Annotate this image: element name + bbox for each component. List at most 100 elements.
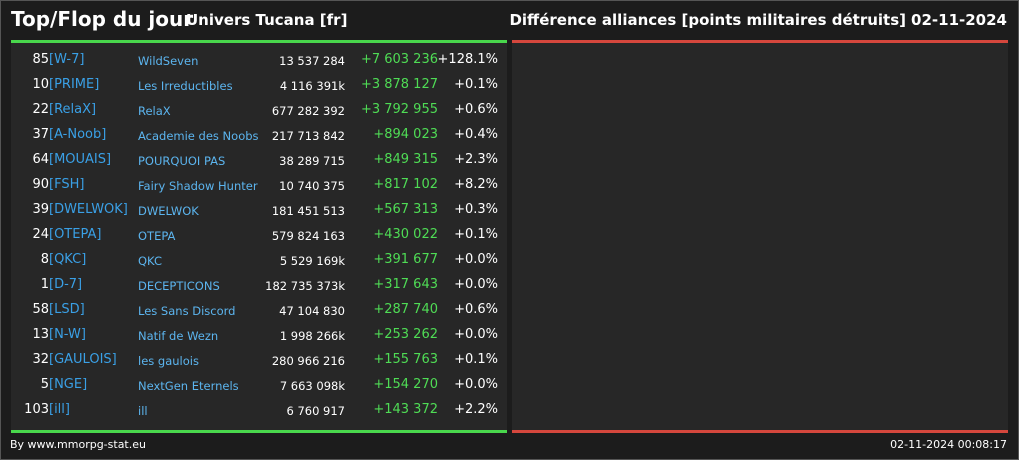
table-row: 64 [MOUAIS] POURQUOI PAS 38 289 715 +849 315… (11, 148, 507, 173)
difference-cell: +567 313 (373, 202, 438, 217)
alliance-tag-link[interactable]: [GAULOIS] (49, 352, 117, 367)
table-row: 24 [OTEPA] OTEPA 579 824 163 +430 022 +0.1% (11, 223, 507, 248)
table-row: 37 [A-Noob] Academie des Noobs 217 713 842 +… (11, 123, 507, 148)
rank-cell: 24 (32, 227, 49, 242)
alliance-name-link[interactable]: Natif de Wezn (138, 329, 219, 343)
alliance-tag-link[interactable]: [FSH] (49, 177, 85, 192)
difference-cell: +317 643 (373, 277, 438, 292)
percent-cell: +0.0% (454, 252, 498, 267)
points-cell: 217 713 842 (271, 129, 345, 143)
difference-cell: +154 270 (373, 377, 438, 392)
table-row: 8 [QKC] QKC 5 529 169k +391 677 +0.0% (11, 248, 507, 273)
percent-cell: +2.2% (454, 402, 498, 417)
credit-link[interactable]: By www.mmorpg-stat.eu (10, 438, 146, 451)
table-row: 22 [RelaX] RelaX 677 282 392 +3 792 955 +0.6% (11, 98, 507, 123)
table-row: 85 [W-7] WildSeven 13 537 284 +7 603 236 +128… (11, 48, 507, 73)
difference-cell: +287 740 (373, 302, 438, 317)
alliance-tag-link[interactable]: [LSD] (49, 302, 85, 317)
alliance-tag-link[interactable]: [DWELWOK] (49, 202, 128, 217)
alliance-name-link[interactable]: NextGen Eternels (138, 379, 239, 393)
rank-cell: 58 (32, 302, 49, 317)
percent-cell: +128.1% (437, 52, 498, 67)
alliance-name-link[interactable]: DWELWOK (138, 204, 199, 218)
rank-cell: 22 (32, 102, 49, 117)
percent-cell: +0.6% (454, 102, 498, 117)
percent-cell: +0.1% (454, 352, 498, 367)
alliance-tag-link[interactable]: [D-7] (49, 277, 83, 292)
rank-cell: 13 (32, 327, 49, 342)
page-title: Top/Flop du jour (11, 7, 194, 31)
alliance-tag-link[interactable]: [OTEPA] (49, 227, 102, 242)
difference-cell: +253 262 (373, 327, 438, 342)
points-cell: 13 537 284 (279, 54, 345, 68)
alliance-tag-link[interactable]: [NGE] (49, 377, 88, 392)
alliance-name-link[interactable]: POURQUOI PAS (138, 154, 226, 168)
alliance-name-link[interactable]: RelaX (138, 104, 171, 118)
table-row: 13 [N-W] Natif de Wezn 1 998 266k +253 262 +0… (11, 323, 507, 348)
percent-cell: +0.6% (454, 302, 498, 317)
alliance-tag-link[interactable]: [PRIME] (49, 77, 100, 92)
difference-cell: +3 792 955 (360, 102, 438, 117)
alliance-tag-link[interactable]: [A-Noob] (49, 127, 107, 142)
alliance-tag-link[interactable]: [QKC] (49, 252, 87, 267)
points-cell: 10 740 375 (279, 179, 345, 193)
points-cell: 4 116 391k (279, 79, 345, 93)
flop-panel (512, 40, 1008, 433)
points-cell: 47 104 830 (279, 304, 345, 318)
alliance-tag-link[interactable]: [RelaX] (49, 102, 97, 117)
alliance-tag-link[interactable]: [MOUAIS] (49, 152, 112, 167)
percent-cell: +0.0% (454, 277, 498, 292)
points-cell: 6 760 917 (286, 404, 345, 418)
rank-cell: 103 (24, 402, 49, 417)
difference-cell: +143 372 (373, 402, 438, 417)
alliance-name-link[interactable]: DECEPTICONS (138, 279, 220, 293)
rank-cell: 1 (40, 277, 49, 292)
alliance-name-link[interactable]: ill (138, 404, 148, 418)
alliance-tag-link[interactable]: [ill] (49, 402, 70, 417)
percent-cell: +0.0% (454, 377, 498, 392)
points-cell: 280 966 216 (271, 354, 345, 368)
alliance-name-link[interactable]: Les Irreductibles (138, 79, 233, 93)
points-cell: 7 663 098k (279, 379, 345, 393)
alliance-name-link[interactable]: WildSeven (138, 54, 199, 68)
timestamp: 02-11-2024 00:08:17 (890, 438, 1007, 451)
percent-cell: +0.0% (454, 327, 498, 342)
table-row: 1 [D-7] DECEPTICONS 182 735 373k +317 643 +0.… (11, 273, 507, 298)
rank-cell: 10 (32, 77, 49, 92)
alliance-name-link[interactable]: Les Sans Discord (138, 304, 236, 318)
alliance-name-link[interactable]: OTEPA (138, 229, 176, 243)
difference-cell: +817 102 (373, 177, 438, 192)
alliance-tag-link[interactable]: [W-7] (49, 52, 85, 67)
difference-cell: +3 878 127 (360, 77, 438, 92)
header: Top/Flop du jour Univers Tucana [fr] Dif… (0, 0, 1019, 40)
rank-cell: 37 (32, 127, 49, 142)
points-cell: 579 824 163 (271, 229, 345, 243)
percent-cell: +0.3% (454, 202, 498, 217)
alliance-name-link[interactable]: QKC (138, 254, 162, 268)
table-row: 90 [FSH] Fairy Shadow Hunter 10 740 375 +817… (11, 173, 507, 198)
points-cell: 677 282 392 (271, 104, 345, 118)
points-cell: 5 529 169k (279, 254, 345, 268)
points-cell: 38 289 715 (279, 154, 345, 168)
percent-cell: +0.1% (454, 227, 498, 242)
points-cell: 182 735 373k (265, 279, 345, 293)
universe-label: Univers Tucana [fr] (186, 11, 348, 29)
rank-cell: 90 (32, 177, 49, 192)
alliance-tag-link[interactable]: [N-W] (49, 327, 86, 342)
table-row: 10 [PRIME] Les Irreductibles 4 116 391k +3 8… (11, 73, 507, 98)
table-row: 39 [DWELWOK] DWELWOK 181 451 513 +567 313 +0.… (11, 198, 507, 223)
difference-cell: +7 603 236 (360, 52, 438, 67)
metric-label: Différence alliances [points militaires … (509, 11, 906, 29)
rank-cell: 32 (32, 352, 49, 367)
alliance-name-link[interactable]: Fairy Shadow Hunter (138, 179, 258, 193)
alliance-name-link[interactable]: les gaulois (138, 354, 199, 368)
percent-cell: +8.2% (454, 177, 498, 192)
rank-cell: 85 (32, 52, 49, 67)
difference-cell: +894 023 (373, 127, 438, 142)
table-row: 58 [LSD] Les Sans Discord 47 104 830 +287 74… (11, 298, 507, 323)
table-row: 5 [NGE] NextGen Eternels 7 663 098k +154 270… (11, 373, 507, 398)
rank-cell: 39 (32, 202, 49, 217)
alliance-name-link[interactable]: Academie des Noobs (138, 129, 259, 143)
rank-cell: 8 (40, 252, 49, 267)
date-label: 02-11-2024 (911, 11, 1007, 29)
